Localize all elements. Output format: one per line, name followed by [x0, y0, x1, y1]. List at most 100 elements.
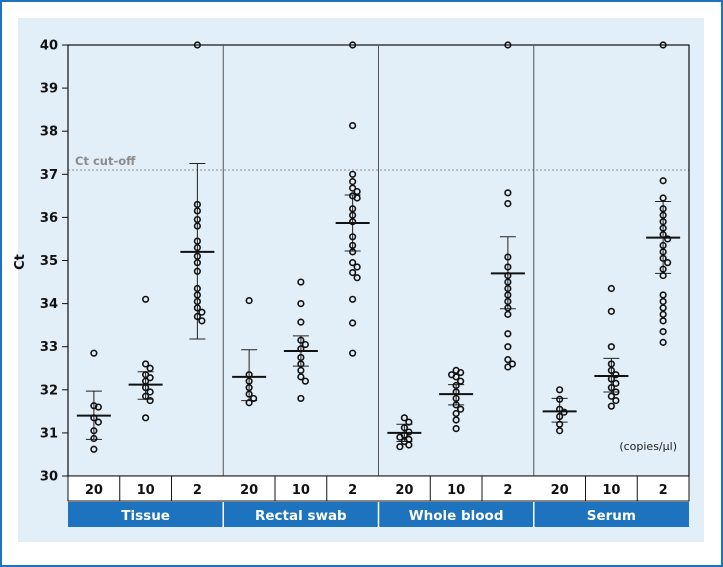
data-point	[245, 377, 253, 385]
y-tick-label: 31	[40, 426, 58, 441]
data-point	[297, 318, 305, 326]
data-point	[245, 390, 253, 398]
data-point	[504, 41, 512, 49]
data-point	[504, 310, 512, 318]
data-point	[193, 284, 201, 293]
y-tick-label: 33	[40, 340, 58, 355]
unit-label: (copies/µl)	[619, 440, 677, 453]
data-point	[659, 194, 667, 202]
data-point	[301, 377, 309, 385]
category-label: 10	[137, 483, 155, 498]
data-point	[396, 443, 404, 451]
data-point	[193, 297, 201, 306]
group-label: Serum	[587, 508, 636, 524]
data-point	[452, 416, 460, 424]
data-point	[349, 205, 357, 213]
data-point	[146, 396, 154, 405]
data-point	[349, 241, 357, 250]
category-label: 20	[395, 483, 413, 498]
data-point	[659, 241, 667, 250]
labels-layer: 30 31 32 33 34 35 36 37 38 39 40 Ct Ct cut-off Tissue…	[13, 39, 677, 525]
data-point	[504, 356, 512, 364]
data-point	[457, 377, 465, 385]
category-label: 2	[193, 483, 202, 498]
data-point	[193, 291, 201, 299]
data-point	[659, 310, 667, 318]
data-point	[349, 295, 357, 303]
data-point	[193, 243, 201, 252]
data-point	[297, 373, 305, 381]
chart-background	[18, 18, 704, 542]
marks-layer	[76, 41, 681, 453]
data-point	[90, 434, 98, 443]
data-point	[193, 41, 201, 49]
data-point	[556, 427, 564, 435]
group-label: Tissue	[121, 508, 170, 524]
data-point	[556, 412, 564, 421]
data-point	[659, 218, 667, 226]
data-point	[659, 297, 667, 306]
data-point	[142, 360, 150, 368]
data-point	[353, 274, 361, 282]
data-point	[612, 371, 620, 379]
category-label: 2	[503, 483, 512, 498]
data-point	[659, 248, 667, 256]
data-point	[349, 184, 357, 192]
data-point	[400, 424, 408, 432]
data-point	[607, 307, 615, 315]
data-point	[452, 373, 460, 381]
data-point	[349, 319, 357, 327]
data-point	[250, 394, 258, 403]
data-point	[659, 211, 667, 219]
data-point	[504, 189, 512, 197]
data-point	[193, 267, 201, 275]
data-point	[193, 304, 201, 312]
category-label: 10	[602, 483, 620, 498]
data-point	[297, 366, 305, 375]
data-point	[659, 224, 667, 232]
data-point	[556, 395, 564, 403]
y-tick-label: 39	[40, 82, 58, 97]
data-point	[146, 388, 154, 396]
data-point	[452, 394, 460, 403]
data-point	[504, 304, 512, 312]
data-point	[664, 235, 672, 243]
data-point	[457, 405, 465, 413]
data-point	[193, 237, 201, 245]
data-point	[353, 263, 361, 271]
data-point	[349, 248, 357, 256]
data-point	[504, 263, 512, 271]
y-tick-label: 38	[40, 125, 58, 140]
data-point	[400, 437, 408, 446]
data-point	[659, 254, 667, 262]
data-point	[297, 278, 305, 286]
data-point	[400, 414, 408, 422]
data-point	[607, 402, 615, 410]
data-point	[607, 392, 615, 400]
data-point	[504, 253, 512, 261]
category-label: 10	[447, 483, 465, 498]
category-label: 2	[659, 483, 668, 498]
data-point	[452, 401, 460, 409]
data-point	[353, 194, 361, 202]
data-point	[659, 328, 667, 336]
data-point	[349, 218, 357, 226]
data-point	[142, 414, 150, 422]
data-point	[405, 441, 413, 449]
data-point	[504, 297, 512, 306]
data-point	[612, 379, 620, 387]
data-point	[193, 222, 201, 230]
data-point	[607, 360, 615, 368]
data-point	[659, 317, 667, 325]
category-row	[67, 475, 690, 502]
data-point	[349, 259, 357, 267]
category-label: 10	[292, 483, 310, 498]
y-axis-label: Ct	[13, 254, 28, 270]
data-point	[396, 433, 404, 441]
data-point	[297, 353, 305, 362]
data-point	[193, 207, 201, 215]
data-point	[349, 121, 357, 130]
data-point	[146, 374, 154, 382]
data-point	[146, 364, 154, 372]
